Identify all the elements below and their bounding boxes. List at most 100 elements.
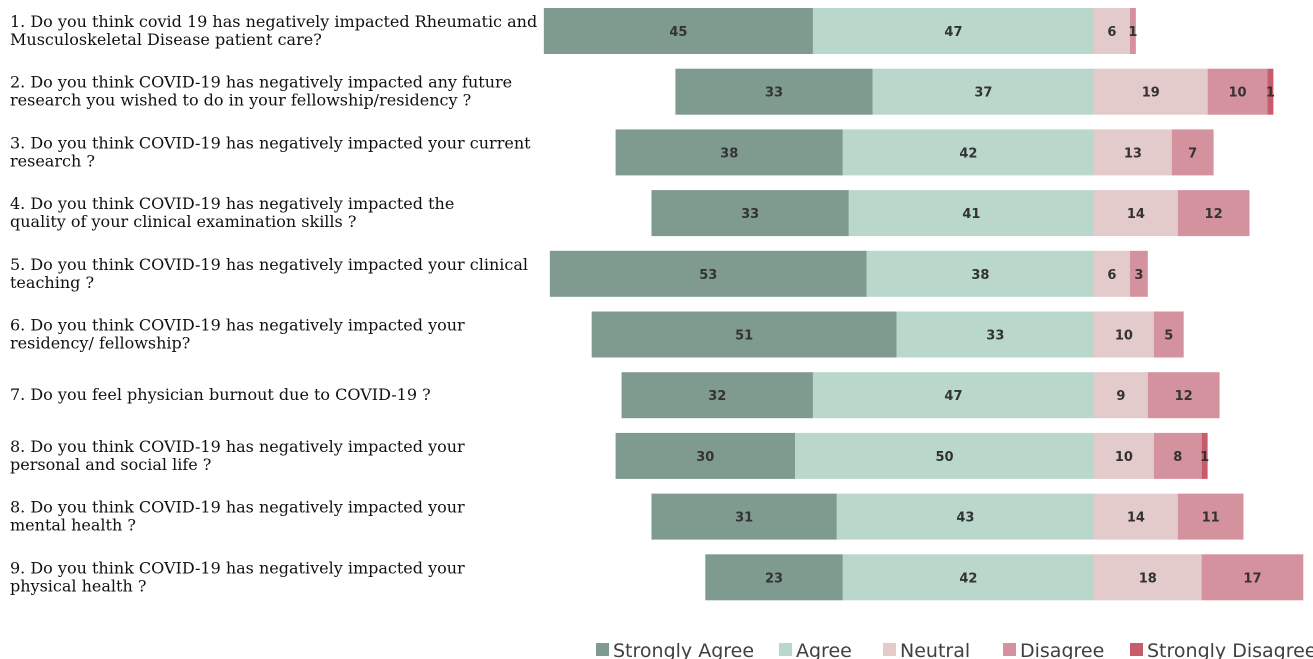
legend-swatch [1130,643,1143,656]
data-label: 31 [735,511,753,526]
question-label: 7. Do you feel physician burnout due to … [10,385,431,404]
data-label: 6 [1107,268,1116,283]
question-label: 2. Do you think COVID-19 has negatively … [10,73,512,110]
data-label: 17 [1243,571,1261,586]
data-label: 18 [1139,571,1157,586]
question-labels: 1. Do you think covid 19 has negatively … [10,12,537,595]
bar-segment-strongly-agree [615,129,843,176]
legend-label: Strongly Agree [613,640,754,659]
question-label-line: teaching ? [10,273,94,292]
bar-segment-strongly-agree [543,8,813,54]
bar-segment-disagree [1201,554,1304,601]
bar-segment-strongly-disagree [1201,432,1208,479]
question-label-line: quality of your clinical examination ski… [10,212,356,231]
bar-segment-neutral [1094,68,1208,115]
question-label-line: 4. Do you think COVID-19 has negatively … [10,194,454,213]
question-label-line: 3. Do you think COVID-19 has negatively … [10,133,531,152]
bar-segment-agree [842,129,1094,176]
bar-segment-agree [842,554,1094,601]
bar-segment-neutral [1094,432,1154,479]
bar-segment-strongly-agree [651,493,837,540]
legend-label: Agree [796,640,852,659]
data-label: 10 [1115,450,1133,465]
question-label-line: residency/ fellowship? [10,334,190,353]
data-label: 23 [765,571,783,586]
question-label-line: 7. Do you feel physician burnout due to … [10,385,431,404]
question-label-line: 6. Do you think COVID-19 has negatively … [10,316,465,335]
question-label: 6. Do you think COVID-19 has negatively … [10,316,465,353]
bar-segment-agree [812,372,1094,419]
bar-segment-strongly-agree [651,190,849,237]
question-label: 8. Do you think COVID-19 has negatively … [10,437,465,474]
legend-label: Disagree [1020,640,1104,659]
data-label: 14 [1127,207,1145,222]
question-label: 3. Do you think COVID-19 has negatively … [10,133,531,170]
bar-segment-neutral [1094,8,1130,54]
question-label-line: 2. Do you think COVID-19 has negatively … [10,73,512,92]
data-label: 1 [1266,86,1275,101]
data-label: 45 [669,25,687,40]
legend-swatch [1003,643,1016,656]
bar-segment-strongly-agree [621,372,813,419]
question-label-line: research you wished to do in your fellow… [10,91,471,110]
bar-segment-disagree [1147,372,1220,419]
data-label: 42 [959,571,977,586]
bar-segment-agree [866,250,1094,297]
data-label: 6 [1107,25,1116,40]
question-label: 1. Do you think covid 19 has negatively … [10,12,537,49]
data-label: 41 [962,207,980,222]
bar-segment-disagree [1177,190,1250,237]
question-label: 4. Do you think COVID-19 has negatively … [10,194,454,231]
bar-segment-agree [896,311,1094,358]
question-label-line: 9. Do you think COVID-19 has negatively … [10,558,465,577]
data-label: 47 [944,25,962,40]
data-label: 5 [1164,329,1173,344]
bar-segment-neutral [1094,250,1130,297]
bar-segment-strongly-agree [705,554,843,601]
legend-swatch [596,643,609,656]
question-label: 8. Do you think COVID-19 has negatively … [10,498,465,535]
bar-segment-agree [872,68,1094,115]
question-label-line: research ? [10,151,95,170]
data-label: 1 [1200,450,1209,465]
bar-segment-strongly-agree [549,250,867,297]
bar-segment-disagree [1153,432,1202,479]
bar-segment-neutral [1094,372,1148,419]
bar-segment-strongly-disagree [1267,68,1274,115]
data-label: 32 [708,389,726,404]
question-label-line: 8. Do you think COVID-19 has negatively … [10,498,465,517]
question-label: 9. Do you think COVID-19 has negatively … [10,558,465,595]
bar-segment-strongly-agree [615,432,795,479]
data-label: 19 [1142,86,1160,101]
question-label-line: mental health ? [10,516,136,535]
bar-segment-strongly-agree [591,311,897,358]
data-label: 51 [735,329,753,344]
data-label: 14 [1127,511,1145,526]
data-label: 7 [1188,146,1197,161]
data-label: 42 [959,146,977,161]
data-label: 12 [1175,389,1193,404]
bar-segment-agree [795,432,1094,479]
data-label: 47 [944,389,962,404]
data-label: 38 [971,268,989,283]
bar-segment-neutral [1094,554,1202,601]
data-label: 38 [720,146,738,161]
bar-segment-disagree [1129,8,1136,54]
data-label: 8 [1173,450,1182,465]
data-label: 3 [1134,268,1143,283]
data-label: 10 [1228,86,1246,101]
data-label: 53 [699,268,717,283]
data-label: 12 [1205,207,1223,222]
bar-segment-neutral [1094,493,1178,540]
question-label: 5. Do you think COVID-19 has negatively … [10,255,528,292]
data-label: 50 [935,450,953,465]
question-label-line: 1. Do you think covid 19 has negatively … [10,12,537,31]
legend: Strongly Agree Agree Neutral Disagree Strong… [596,640,1313,659]
question-label-line: 5. Do you think COVID-19 has negatively … [10,255,528,274]
question-label-line: physical health ? [10,576,146,595]
bar-segment-disagree [1171,129,1214,176]
legend-swatch [779,643,792,656]
data-label: 11 [1202,511,1220,526]
